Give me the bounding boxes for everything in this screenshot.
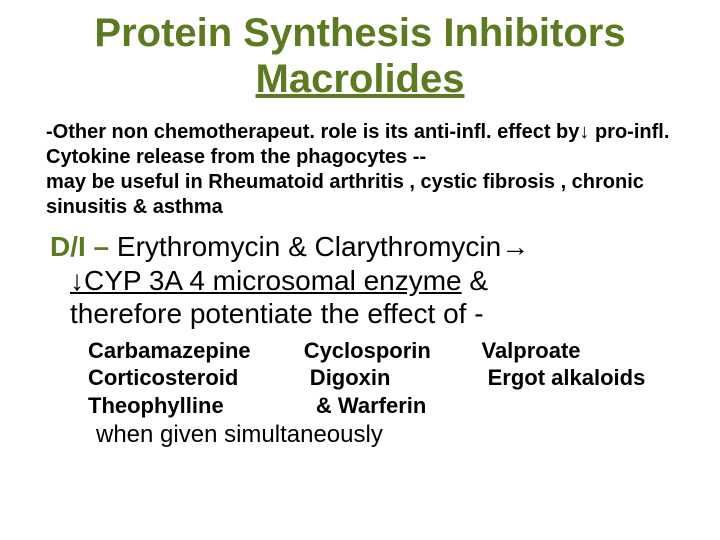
table-row: Theophylline & Warferin [88, 392, 680, 420]
drug-cell: Carbamazepine [88, 337, 304, 365]
drug-interaction-block: D/I – Erythromycin & Clarythromycin→ [40, 230, 680, 264]
di-line2: ↓CYP 3A 4 microsomal enzyme & [40, 264, 680, 298]
drug-cell: Digoxin [304, 364, 482, 392]
drug-cell: & Warferin [304, 392, 482, 420]
drug-cell: Theophylline [88, 392, 304, 420]
drug-table: Carbamazepine Cyclosporin Valproate Cort… [88, 337, 680, 420]
drug-cell: Ergot alkaloids [481, 364, 680, 392]
di-line2-underlined: ↓CYP 3A 4 microsomal enzyme [70, 265, 462, 296]
di-line3: therefore potentiate the effect of - [40, 297, 680, 331]
drug-cell: Cyclosporin [304, 337, 482, 365]
drug-cell: Valproate [481, 337, 680, 365]
title-line-1: Protein Synthesis Inhibitors [40, 10, 680, 56]
table-row: Corticosteroid Digoxin Ergot alkaloids [88, 364, 680, 392]
intro-paragraph: -Other non chemotherapeut. role is its a… [40, 120, 680, 220]
slide-title: Protein Synthesis Inhibitors Macrolides [40, 10, 680, 102]
drug-list: Carbamazepine Cyclosporin Valproate Cort… [40, 337, 680, 420]
di-body-line1: Erythromycin & Clarythromycin→ [109, 231, 529, 262]
drug-cell: Corticosteroid [88, 364, 304, 392]
di-line2-rest: & [462, 265, 488, 296]
slide: Protein Synthesis Inhibitors Macrolides … [0, 0, 720, 540]
title-line-2: Macrolides [40, 56, 680, 102]
di-label: D/I – [50, 231, 109, 262]
footer-line: when given simultaneously [40, 419, 680, 450]
table-row: Carbamazepine Cyclosporin Valproate [88, 337, 680, 365]
drug-cell [481, 392, 680, 420]
